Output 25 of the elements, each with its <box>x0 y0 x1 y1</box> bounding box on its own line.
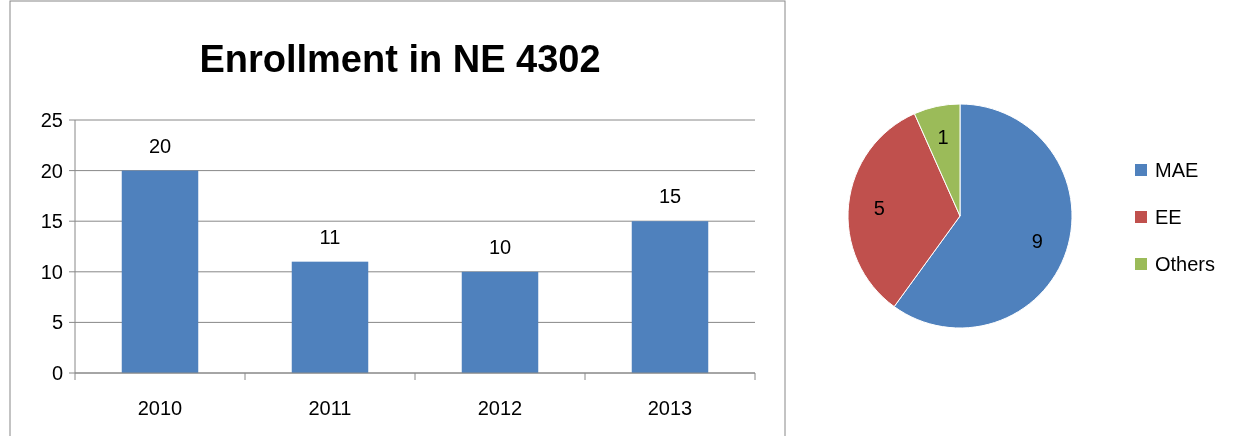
y-tick-label: 10 <box>40 260 63 283</box>
legend-label: EE <box>1155 206 1182 228</box>
data-label: 9 <box>1031 230 1043 253</box>
bar <box>121 170 199 373</box>
data-label: 20 <box>148 134 172 157</box>
y-tick-label: 20 <box>40 159 63 182</box>
x-tick-label: 2011 <box>308 397 352 419</box>
legend-label: MAE <box>1155 159 1199 181</box>
y-tick-label: 0 <box>51 362 63 384</box>
data-label: 1 <box>937 125 949 148</box>
bar <box>631 221 709 373</box>
bar <box>461 271 539 373</box>
bar <box>291 261 369 373</box>
x-tick-label: 2012 <box>477 397 523 419</box>
x-tick-label: 2010 <box>137 397 183 419</box>
y-tick-label: 5 <box>51 311 63 334</box>
data-label: 5 <box>873 196 885 219</box>
y-tick-label: 25 <box>40 109 63 131</box>
data-label: 10 <box>488 235 512 258</box>
chart-title: Enrollment in NE 4302 <box>199 38 601 80</box>
x-tick-label: 2013 <box>647 397 693 419</box>
y-tick-label: 15 <box>40 210 63 233</box>
data-label: 15 <box>658 185 682 208</box>
legend-label: Others <box>1155 253 1216 275</box>
data-label: 11 <box>319 225 341 248</box>
